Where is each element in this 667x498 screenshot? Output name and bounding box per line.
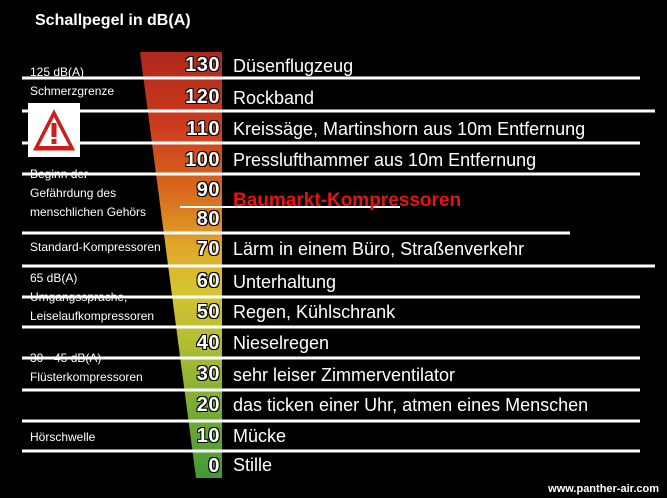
row-separators: [22, 76, 655, 453]
note-line: Gefährdung des: [30, 186, 117, 200]
note-line: Beginn der: [30, 167, 89, 181]
level-value: 130: [185, 54, 220, 76]
level-example: Düsenflugzeug: [233, 56, 354, 76]
note-line: 30 - 45 dB(A): [30, 351, 102, 365]
level-example: Presslufthammer aus 10m Entfernung: [233, 150, 537, 170]
level-example: Lärm in einem Büro, Straßenverkehr: [233, 239, 525, 259]
note-line: 125 dB(A): [30, 65, 85, 79]
level-example: sehr leiser Zimmerventilator: [233, 365, 456, 385]
level-example: Stille: [233, 455, 273, 475]
level-example: Mücke: [233, 426, 287, 446]
note-line: Leiselaufkompressoren: [30, 309, 155, 323]
level-value: 90: [196, 179, 220, 201]
warning-triangle-icon: [28, 103, 80, 157]
note-hearing-threshold: Hörschwelle: [30, 428, 95, 447]
level-value: 70: [196, 238, 220, 260]
note-hearing-damage: Beginn der Gefährdung des menschlichen G…: [30, 165, 146, 222]
note-line: Schmerzgrenze: [30, 84, 115, 98]
level-value: 80: [196, 208, 220, 230]
level-example: Kreissäge, Martinshorn aus 10m Entfernun…: [233, 119, 586, 139]
note-whisper-compressors: 30 - 45 dB(A) Flüsterkompressoren: [30, 349, 143, 387]
level-value: 110: [186, 118, 220, 140]
level-value: 30: [196, 363, 220, 385]
note-line: menschlichen Gehörs: [30, 205, 147, 219]
level-example: Rockband: [233, 88, 315, 108]
level-value: 120: [185, 86, 220, 108]
level-value: 10: [196, 425, 220, 447]
note-line: 65 dB(A): [30, 271, 78, 285]
highlight-label: Baumarkt-Kompressoren: [233, 190, 462, 211]
note-line: Hörschwelle: [30, 430, 96, 444]
level-value: 50: [196, 301, 220, 323]
note-standard-compressors: Standard-Kompressoren: [30, 238, 161, 257]
level-example: Nieselregen: [233, 333, 330, 353]
level-example: Unterhaltung: [233, 272, 337, 292]
level-value: 100: [185, 149, 220, 171]
note-line: Flüsterkompressoren: [30, 370, 143, 384]
level-value: 20: [196, 394, 220, 416]
note-line: Umgangssprache,: [30, 290, 128, 304]
level-example: Regen, Kühlschrank: [233, 302, 396, 322]
level-value: 60: [196, 270, 220, 292]
level-value: 0: [208, 455, 220, 477]
note-conversation: 65 dB(A) Umgangssprache, Leiselaufkompre…: [30, 269, 154, 326]
level-value: 40: [196, 332, 220, 354]
watermark: www.panther-air.com: [548, 483, 659, 495]
note-line: Standard-Kompressoren: [30, 240, 161, 254]
level-example: das ticken einer Uhr, atmen eines Mensch…: [233, 395, 589, 415]
diagram-title: Schallpegel in dB(A): [35, 12, 191, 29]
note-pain-threshold: 125 dB(A) Schmerzgrenze: [30, 63, 114, 101]
